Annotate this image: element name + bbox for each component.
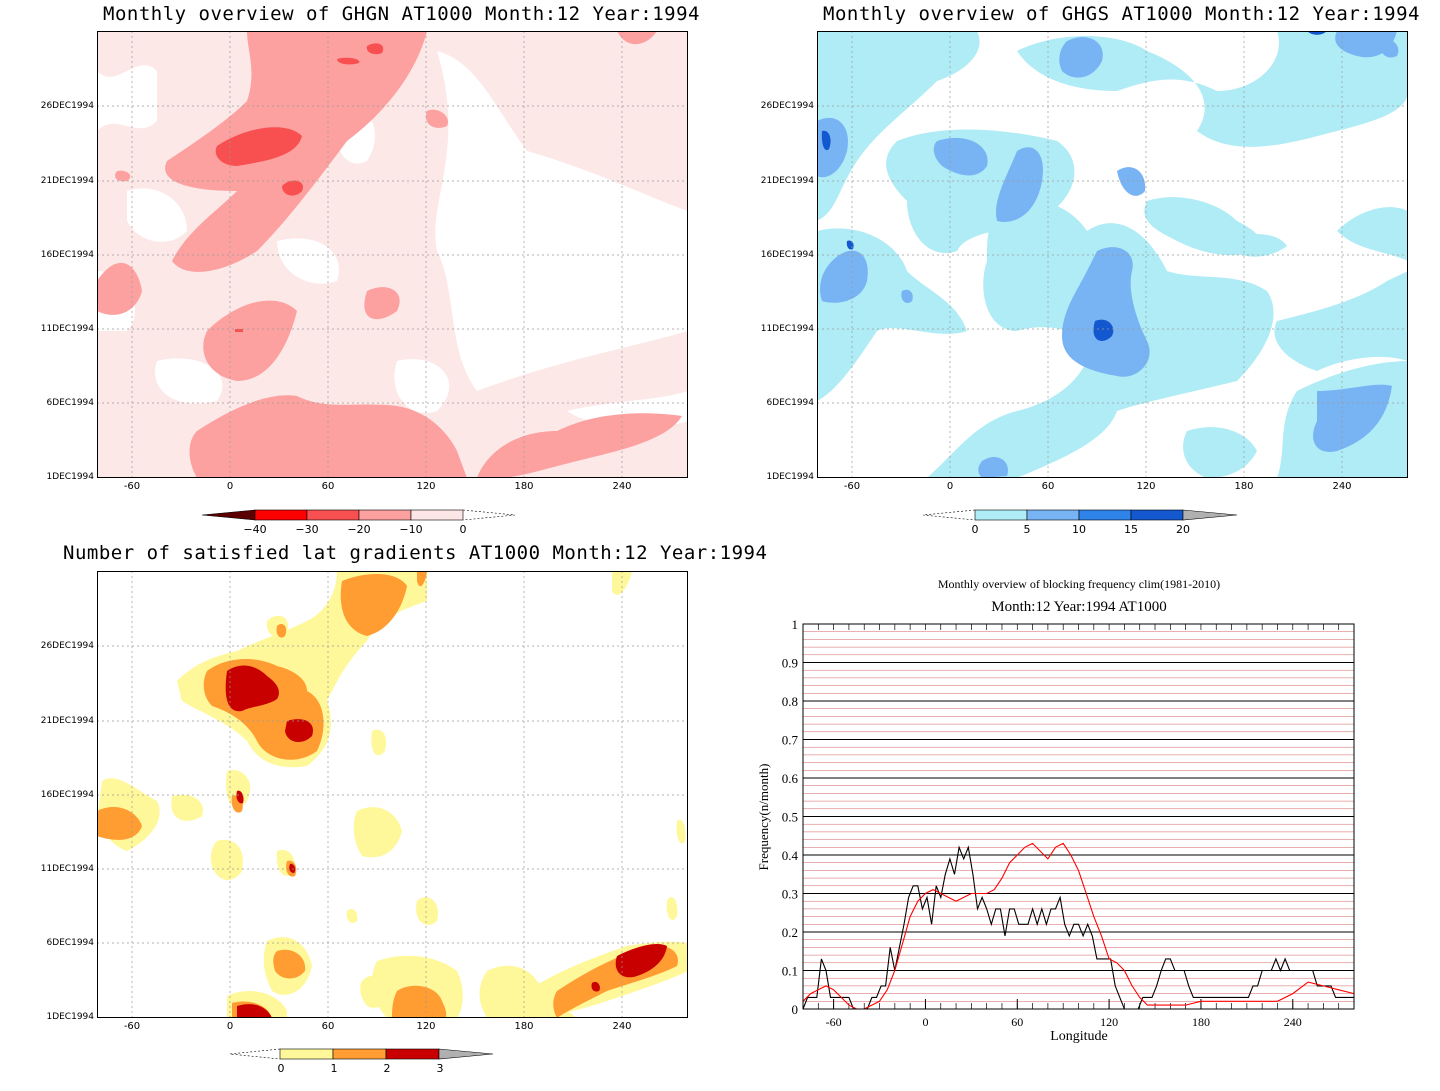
ghgs-xtick: 120	[1136, 481, 1156, 492]
ghgn-colorbar-tick: −30	[295, 523, 319, 536]
freq-y-tick-label: 0.3	[782, 887, 798, 902]
ghgs-xtick: 240	[1332, 481, 1352, 492]
freq-y-tick-label: 0.1	[782, 964, 798, 979]
ghgn-ytick: 16DEC1994	[40, 250, 94, 260]
ghgn-xtick: -60	[123, 481, 141, 492]
ghgs-colorbar-tick: 0	[971, 523, 979, 536]
freq-chart-subtitle: Month:12 Year:1994 AT1000	[991, 599, 1166, 615]
freq-x-tick-label: 240	[1284, 1015, 1302, 1029]
ghgs-ytick: 16DEC1994	[760, 250, 814, 260]
ghgn-colorbar	[201, 509, 516, 521]
ghgn-ytick: 21DEC1994	[40, 176, 94, 186]
ghgs-xtick: 60	[1041, 481, 1055, 492]
grad-ytick: 21DEC1994	[40, 716, 94, 726]
ghgs-colorbar-tick: 20	[1176, 523, 1190, 536]
grad-xtick: 0	[226, 1021, 234, 1032]
ghgn-xtick: 180	[514, 481, 534, 492]
grad-xtick: 240	[612, 1021, 632, 1032]
freq-y-tick-label: 0.4	[782, 848, 799, 863]
ghgn-ytick: 11DEC1994	[40, 324, 94, 334]
grad-xtick: 60	[321, 1021, 335, 1032]
ghgs-ytick: 21DEC1994	[760, 176, 814, 186]
grad-ytick: 1DEC1994	[46, 1012, 94, 1022]
ghgs-title: Monthly overview of GHGS AT1000 Month:12…	[823, 3, 1420, 25]
ghgs-colorbar-tick: 5	[1023, 523, 1031, 536]
grad-ytick: 26DEC1994	[40, 641, 94, 651]
grad-xtick: 120	[416, 1021, 436, 1032]
grad-xtick: -60	[123, 1021, 141, 1032]
grad-colorbar	[229, 1048, 494, 1060]
ghgs-map	[817, 31, 1408, 478]
freq-y-tick-label: 0.9	[782, 656, 798, 671]
ghgs-colorbar-tick: 10	[1072, 523, 1086, 536]
ghgn-xtick: 0	[226, 481, 234, 492]
grad-colorbar-tick: 3	[436, 1062, 444, 1075]
freq-y-tick-label: 0.5	[782, 810, 798, 825]
freq-x-tick-label: 180	[1192, 1015, 1210, 1029]
ghgn-xtick: 60	[321, 481, 335, 492]
ghgs-xtick: 180	[1234, 481, 1254, 492]
ghgs-xtick: 0	[946, 481, 954, 492]
freq-y-tick-label: 0.2	[782, 925, 798, 940]
ghgs-ytick: 11DEC1994	[760, 324, 814, 334]
grad-xtick: 180	[514, 1021, 534, 1032]
ghgs-ytick: 26DEC1994	[760, 101, 814, 111]
ghgs-ytick: 1DEC1994	[766, 472, 814, 482]
ghgs-colorbar	[922, 509, 1238, 521]
ghgn-colorbar-tick: −10	[399, 523, 423, 536]
grad-colorbar-tick: 2	[383, 1062, 391, 1075]
ghgn-ytick: 1DEC1994	[46, 472, 94, 482]
ghgn-colorbar-tick: −40	[243, 523, 267, 536]
ghgs-ytick: 6DEC1994	[766, 398, 814, 408]
freq-x-tick-label: 0	[922, 1015, 928, 1029]
grad-ytick: 6DEC1994	[46, 938, 94, 948]
ghgn-map	[97, 31, 688, 478]
freq-y-tick-label: 0.7	[782, 733, 799, 748]
freq-x-tick-label: -60	[826, 1015, 842, 1029]
ghgn-title: Monthly overview of GHGN AT1000 Month:12…	[103, 3, 700, 25]
ghgn-ytick: 6DEC1994	[46, 398, 94, 408]
freq-chart-title: Monthly overview of blocking frequency c…	[938, 577, 1220, 591]
ghgs-colorbar-tick: 15	[1124, 523, 1138, 536]
grad-title: Number of satisfied lat gradients AT1000…	[63, 542, 768, 564]
ghgn-xtick: 120	[416, 481, 436, 492]
ghgn-colorbar-tick: −20	[347, 523, 371, 536]
freq-x-tick-label: 60	[1011, 1015, 1023, 1029]
freq-plot-frame	[802, 623, 1355, 1010]
ghgn-ytick: 26DEC1994	[40, 101, 94, 111]
grad-map	[97, 571, 688, 1018]
freq-x-tick-label: 120	[1100, 1015, 1118, 1029]
ghgn-xtick: 240	[612, 481, 632, 492]
freq-y-tick-label: 0	[792, 1002, 799, 1017]
freq-y-tick-label: 1	[792, 617, 799, 632]
ghgn-colorbar-tick: 0	[459, 523, 467, 536]
grad-colorbar-tick: 0	[277, 1062, 285, 1075]
freq-y-tick-label: 0.8	[782, 694, 798, 709]
blocking-frequency-chart: Monthly overview of blocking frequency c…	[756, 577, 1355, 1044]
freq-series-line-1	[802, 842, 1355, 1010]
grad-ytick: 11DEC1994	[40, 864, 94, 874]
freq-xlabel: Longitude	[1050, 1029, 1108, 1044]
freq-y-tick-label: 0.6	[782, 771, 799, 786]
freq-ylabel: Frequency(n/month)	[756, 764, 771, 871]
grad-colorbar-tick: 1	[330, 1062, 338, 1075]
ghgs-xtick: -60	[843, 481, 861, 492]
grad-ytick: 16DEC1994	[40, 790, 94, 800]
